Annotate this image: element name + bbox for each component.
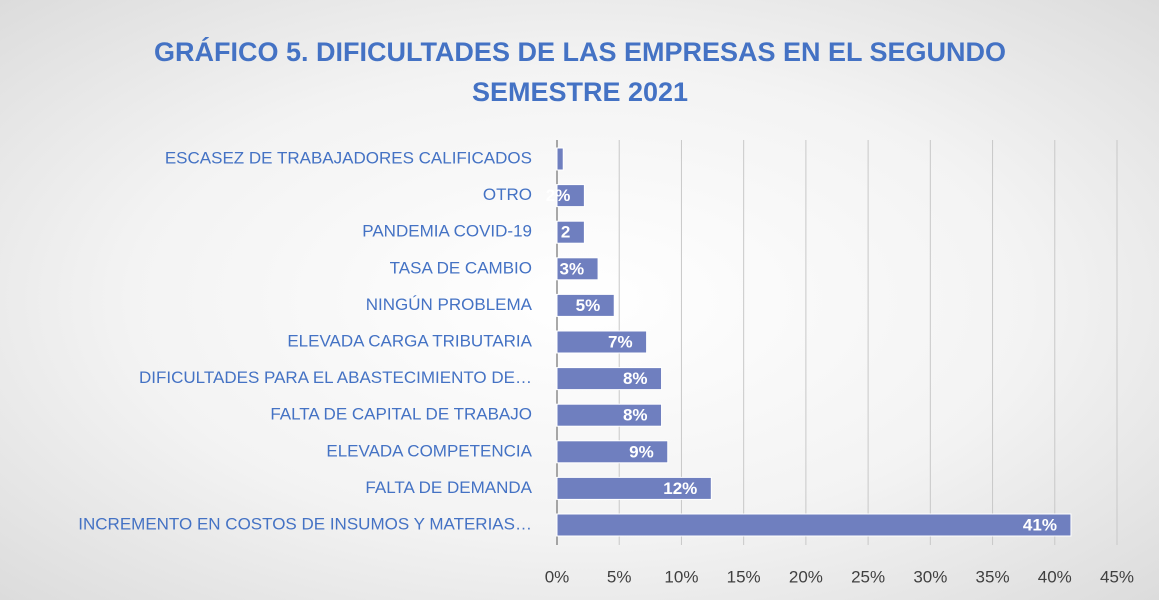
bar	[556, 220, 585, 244]
bar	[556, 367, 663, 391]
value-label: 8%	[623, 406, 648, 425]
y-tick-label: ESCASEZ DE TRABAJADORES CALIFICADOS	[165, 148, 532, 167]
y-tick-label: FALTA DE DEMANDA	[365, 478, 532, 497]
x-tick-label: 45%	[1100, 567, 1134, 586]
bar	[556, 293, 615, 317]
x-tick-label: 20%	[789, 567, 823, 586]
y-tick-label: PANDEMIA COVID-19	[362, 222, 532, 241]
y-tick-label: OTRO	[483, 185, 532, 204]
value-label: 7%	[608, 332, 633, 351]
x-tick-label: 30%	[913, 567, 947, 586]
value-label: 3%	[559, 259, 584, 278]
x-tick-label: 0%	[545, 567, 570, 586]
chart-title: GRÁFICO 5. DIFICULTADES DE LAS EMPRESAS …	[153, 37, 1007, 107]
y-tick-label: ELEVADA COMPETENCIA	[326, 441, 532, 460]
x-tick-label: 10%	[664, 567, 698, 586]
value-label: 41%	[1023, 515, 1057, 534]
x-tick-label: 35%	[976, 567, 1010, 586]
y-tick-label: ELEVADA CARGA TRIBUTARIA	[287, 331, 532, 350]
bar	[556, 147, 564, 171]
y-tick-label: TASA DE CAMBIO	[390, 258, 532, 277]
bar	[556, 184, 585, 208]
value-label: 5%	[576, 296, 601, 315]
x-tick-label: 25%	[851, 567, 885, 586]
bar	[556, 513, 1072, 537]
bar	[556, 476, 712, 500]
x-tick-label: 15%	[727, 567, 761, 586]
y-tick-label: NINGÚN PROBLEMA	[366, 295, 533, 314]
y-tick-label: FALTA DE CAPITAL DE TRABAJO	[270, 405, 532, 424]
bar	[556, 403, 663, 427]
x-tick-label: 5%	[607, 567, 632, 586]
y-tick-label: INCREMENTO EN COSTOS DE INSUMOS Y MATERI…	[78, 514, 532, 533]
value-label: 2%	[546, 186, 571, 205]
value-label: 9%	[629, 442, 654, 461]
bar	[556, 330, 648, 354]
value-label: 8%	[623, 369, 648, 388]
bar	[556, 440, 669, 464]
x-tick-label: 40%	[1038, 567, 1072, 586]
value-label: 2	[561, 223, 570, 242]
y-tick-label: DIFICULTADES PARA EL ABASTECIMIENTO DE…	[139, 368, 532, 387]
bar	[556, 257, 599, 281]
value-label: 12%	[663, 479, 697, 498]
